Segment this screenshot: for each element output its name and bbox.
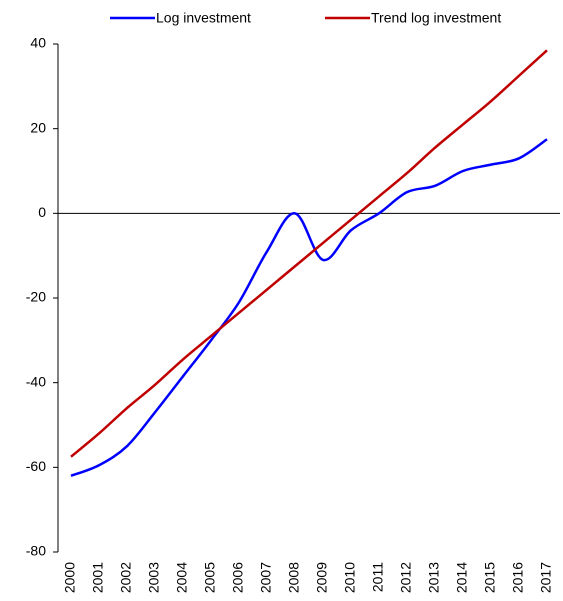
y-tick-label: 20 — [30, 119, 46, 135]
y-tick-label: -20 — [26, 289, 46, 305]
series-line — [70, 49, 548, 458]
y-tick-label: -40 — [26, 373, 46, 389]
x-tick-label: 2017 — [538, 562, 554, 593]
x-tick-label: 2012 — [398, 562, 414, 593]
x-tick-label: 2005 — [202, 562, 218, 593]
x-tick-label: 2007 — [258, 562, 274, 593]
x-tick-label: 2006 — [230, 562, 246, 593]
x-tick-label: 2000 — [62, 562, 78, 593]
x-tick-label: 2004 — [174, 562, 190, 593]
y-tick-label: 0 — [38, 204, 46, 220]
x-tick-label: 2010 — [342, 562, 358, 593]
x-tick-label: 2009 — [314, 562, 330, 593]
x-tick-label: 2011 — [370, 562, 386, 592]
legend-label: Trend log investment — [371, 10, 501, 26]
y-tick-label: -80 — [26, 543, 46, 559]
legend-label: Log investment — [156, 10, 251, 26]
x-tick-label: 2015 — [482, 562, 498, 593]
y-tick-label: 40 — [30, 35, 46, 51]
x-tick-label: 2014 — [454, 562, 470, 593]
x-tick-label: 2001 — [90, 562, 106, 593]
y-tick-label: -60 — [26, 458, 46, 474]
x-tick-label: 2013 — [426, 562, 442, 593]
x-tick-label: 2003 — [146, 562, 162, 593]
series-line — [70, 138, 548, 477]
x-tick-label: 2016 — [510, 562, 526, 593]
x-tick-label: 2008 — [286, 562, 302, 593]
x-tick-label: 2002 — [118, 562, 134, 593]
